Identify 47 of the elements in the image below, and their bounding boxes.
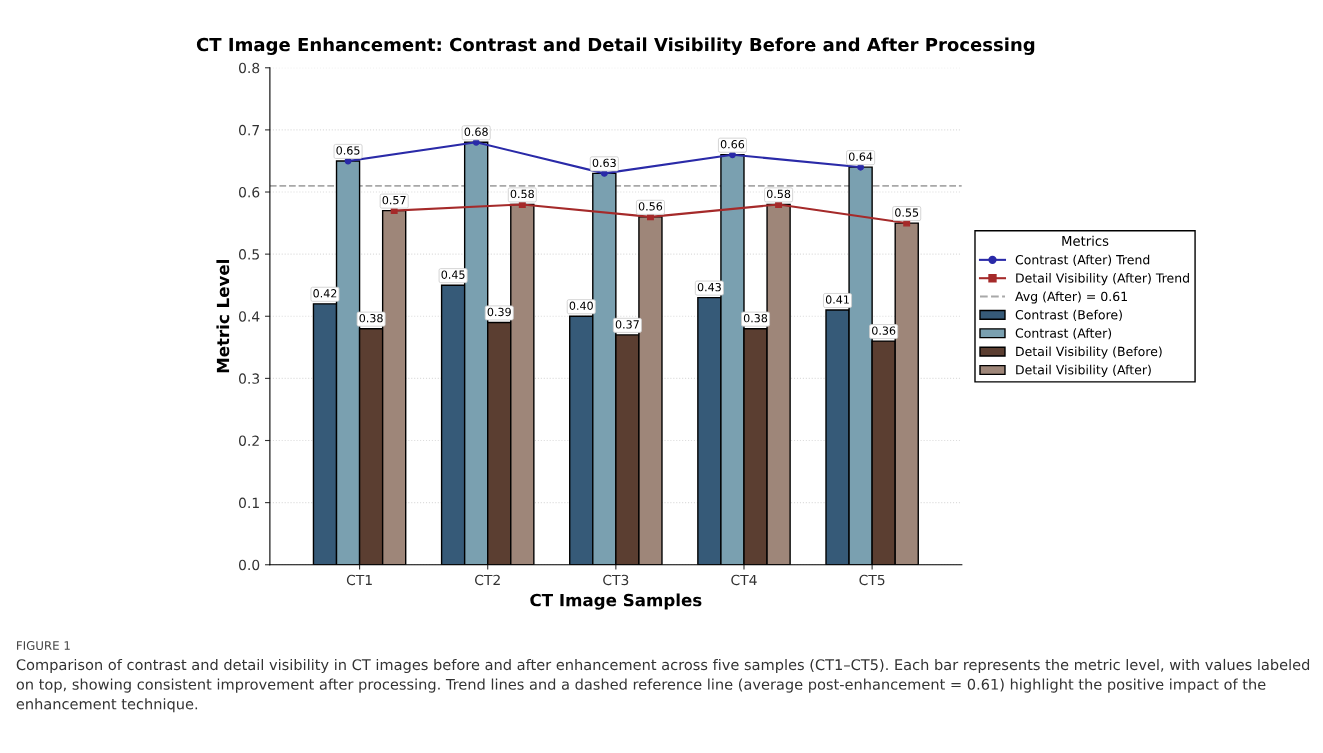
legend-label: Detail Visibility (Before)	[1016, 346, 1162, 359]
legend-label: Detail Visibility (After)	[1016, 364, 1151, 377]
data-label: 0.56	[638, 202, 663, 211]
data-label: 0.58	[766, 189, 791, 199]
y-tick-label: 0.1	[239, 497, 259, 509]
y-tick-label: 0.2	[239, 435, 259, 446]
legend-label: Contrast (After) Trend	[1015, 254, 1150, 266]
data-label: 0.63	[592, 158, 616, 168]
y-tick-label: 0.3	[239, 373, 260, 384]
y-tick-label: 0.8	[239, 62, 260, 74]
chart-title: CT Image Enhancement: Contrast and Detail Visibility Before and After Processing	[196, 37, 1035, 55]
data-label: 0.43	[697, 282, 721, 292]
data-label: 0.68	[464, 127, 488, 136]
y-tick-label: 0.4	[239, 311, 260, 322]
y-tick-label: 0.7	[239, 124, 259, 136]
legend-label: Contrast (After)	[1015, 328, 1112, 340]
legend-label: Detail Visibility (After) Trend	[1016, 273, 1189, 286]
data-label: 0.45	[441, 270, 465, 279]
data-label: 0.37	[615, 320, 639, 329]
data-label: 0.36	[872, 326, 896, 335]
x-axis-title: CT Image Samples	[530, 593, 702, 610]
legend-label: Contrast (Before)	[1015, 309, 1122, 321]
caption: FIGURE 1	[17, 641, 70, 651]
data-label: 0.40	[569, 301, 593, 310]
x-tick-label: CT3	[603, 574, 629, 586]
data-label: 0.38	[743, 313, 768, 323]
data-label: 0.64	[848, 152, 873, 161]
text: Comparison of contrast and detail visibility in CT images before and after enhancement across five samples (CT1–CT5). Each bar represents the metric level, with values labeled on top, showing consistent improvement after processing. Trend lines and a dashed reference line (average post-enhancement = 0.61) highlight the positive impact of the enhancement technique.	[16, 658, 1310, 713]
y-tick-label: 0.0	[239, 559, 260, 571]
data-label: 0.58	[510, 189, 534, 199]
data-label: 0.65	[336, 146, 360, 155]
x-tick-label: CT5	[859, 574, 885, 586]
data-label: 0.42	[313, 289, 337, 298]
x-tick-label: CT4	[731, 574, 757, 586]
data-label: 0.41	[825, 295, 849, 304]
data-label: 0.39	[487, 307, 511, 317]
data-label: 0.57	[382, 195, 406, 205]
data-label: 0.66	[720, 140, 745, 149]
y-tick-label: 0.5	[239, 249, 259, 260]
data-label: 0.38	[359, 313, 383, 323]
legend-label: Avg (After) = 0.61	[1015, 291, 1127, 304]
x-tick-label: CT1	[346, 574, 372, 586]
y-tick-label: 0.6	[239, 186, 260, 198]
x-tick-label: CT2	[474, 574, 500, 586]
data-label: 0.55	[895, 208, 919, 217]
legend-title: Metrics	[1062, 235, 1109, 246]
y-axis-title: Metric Level	[216, 260, 230, 373]
